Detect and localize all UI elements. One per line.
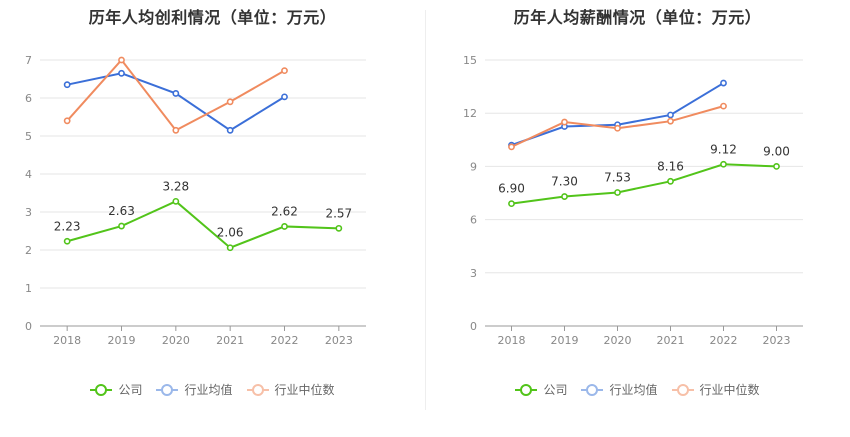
series-line xyxy=(511,82,725,147)
data-point xyxy=(63,81,71,89)
data-point xyxy=(335,224,343,232)
series-line xyxy=(66,72,286,132)
data-point xyxy=(773,162,780,170)
y-tick-label: 0 xyxy=(470,320,477,333)
legend-line-icon xyxy=(671,383,694,397)
legend-item-industry-average[interactable]: 行业均值 xyxy=(581,381,658,398)
legend-item-company[interactable]: 公司 xyxy=(90,381,142,398)
data-point xyxy=(561,193,568,200)
x-tick-label: 2020 xyxy=(162,334,190,347)
legend-label: 行业中位数 xyxy=(699,383,760,397)
legend-label: 行业均值 xyxy=(184,383,233,397)
y-tick-label: 3 xyxy=(25,206,32,219)
data-label: 2.57 xyxy=(325,206,352,220)
chart-title: 历年人均薪酬情况（单位：万元） xyxy=(513,8,762,27)
x-tick-label: 2019 xyxy=(551,334,579,347)
data-point xyxy=(508,200,515,208)
data-point xyxy=(118,69,125,77)
data-label: 2.06 xyxy=(217,226,244,240)
data-label: 6.90 xyxy=(498,182,525,196)
y-tick-label: 0 xyxy=(25,320,32,333)
legend-line-icon xyxy=(515,383,538,397)
y-tick-label: 3 xyxy=(470,267,477,280)
data-point xyxy=(118,222,125,230)
x-tick-label: 2021 xyxy=(216,334,244,347)
legend-item-company[interactable]: 公司 xyxy=(515,381,567,398)
legend-item-industry-average[interactable]: 行业均值 xyxy=(156,381,233,398)
x-tick-label: 2018 xyxy=(53,334,81,347)
data-label: 7.30 xyxy=(551,175,578,189)
data-point xyxy=(667,117,674,125)
data-point xyxy=(226,98,234,106)
x-tick-label: 2023 xyxy=(325,334,353,347)
data-point xyxy=(667,111,674,119)
y-tick-label: 5 xyxy=(25,130,32,143)
y-tick-label: 12 xyxy=(463,107,477,120)
data-label: 9.12 xyxy=(710,142,737,156)
data-label: 3.28 xyxy=(162,179,189,193)
y-tick-label: 1 xyxy=(25,282,32,295)
legend-item-industry-median[interactable]: 行业中位数 xyxy=(671,381,760,398)
legend-label: 公司 xyxy=(118,383,143,397)
y-tick-label: 6 xyxy=(25,92,32,105)
salary-chart-plot: 0 3 6 9 12 15 2018 2019 2020 2021 2022 2023 6.90 7.30… xyxy=(463,54,803,347)
series-line xyxy=(66,200,339,249)
data-point xyxy=(281,223,288,230)
data-point xyxy=(667,177,674,185)
data-point xyxy=(281,93,288,101)
x-tick-label: 2023 xyxy=(763,334,791,347)
x-tick-label: 2022 xyxy=(710,334,738,347)
legend-line-icon xyxy=(156,383,179,397)
profit-chart-plot: 0 1 2 3 4 5 6 7 2018 2019 2020 2021 2022 2023 2.23 2.63… xyxy=(25,54,366,347)
y-tick-label: 6 xyxy=(470,214,477,227)
data-point xyxy=(63,117,71,125)
x-tick-label: 2021 xyxy=(657,334,685,347)
salary-profit-chart-left: 历年人均创利情况（单位：万元） 0 1 2 3 4 5 6 7 2018 2019 2020 2021… xyxy=(0,8,425,398)
data-label: 2.23 xyxy=(54,219,81,233)
legend-item-industry-median[interactable]: 行业中位数 xyxy=(246,381,335,398)
chart-legend[interactable]: 公司 行业均值 行业中位数 xyxy=(0,381,425,398)
legend-label: 公司 xyxy=(543,383,568,397)
y-tick-label: 15 xyxy=(463,54,477,67)
y-tick-label: 7 xyxy=(25,54,32,67)
x-tick-label: 2020 xyxy=(604,334,632,347)
legend-label: 行业中位数 xyxy=(274,383,335,397)
salary-chart-right: 历年人均薪酬情况（单位：万元） 0 3 6 9 12 15 2018 2019 2020 2021… xyxy=(425,0,850,437)
y-tick-label: 2 xyxy=(25,244,32,257)
data-point xyxy=(720,79,727,87)
data-point xyxy=(720,102,727,110)
series-line xyxy=(511,163,777,205)
chart-title: 历年人均创利情况（单位：万元） xyxy=(88,8,337,27)
x-tick-label: 2022 xyxy=(271,334,299,347)
data-point xyxy=(720,160,727,168)
data-point xyxy=(63,237,71,245)
data-point xyxy=(614,189,621,196)
legend-line-icon xyxy=(90,383,113,397)
panel-divider xyxy=(425,10,426,410)
x-tick-label: 2019 xyxy=(108,334,136,347)
data-point xyxy=(281,67,288,75)
data-point xyxy=(226,244,234,252)
data-point xyxy=(226,126,234,134)
y-tick-label: 4 xyxy=(25,168,32,181)
legend-line-icon xyxy=(581,383,604,397)
data-point xyxy=(172,90,180,97)
x-tick-label: 2018 xyxy=(498,334,526,347)
data-label: 8.16 xyxy=(657,159,684,173)
data-point xyxy=(614,124,621,132)
y-tick-label: 9 xyxy=(470,160,477,173)
data-point xyxy=(508,143,515,151)
data-label: 7.53 xyxy=(604,170,631,184)
data-point xyxy=(118,56,125,64)
data-label: 2.62 xyxy=(271,204,298,218)
legend-label: 行业均值 xyxy=(609,383,658,397)
data-label: 2.63 xyxy=(108,204,135,218)
chart-legend[interactable]: 公司 行业均值 行业中位数 xyxy=(425,381,850,398)
legend-line-icon xyxy=(246,383,269,397)
data-point xyxy=(561,118,568,126)
data-point xyxy=(172,197,180,205)
data-point xyxy=(172,126,180,134)
data-label: 9.00 xyxy=(763,144,790,158)
